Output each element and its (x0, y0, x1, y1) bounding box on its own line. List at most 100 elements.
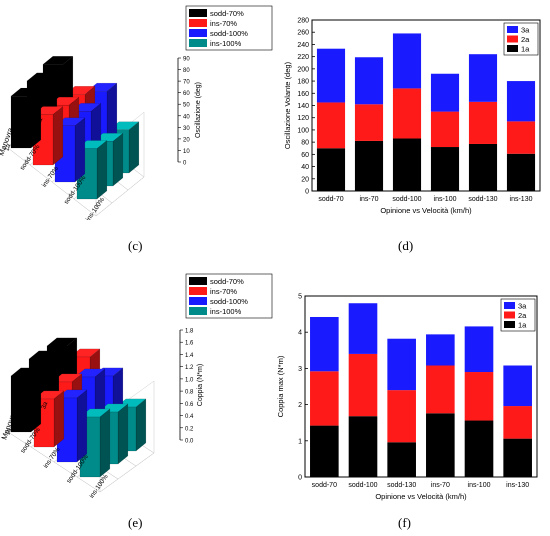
bar-2a (316, 102, 346, 149)
bar3d-sodd-70pct-1a (10, 95, 32, 149)
legend-label: ins-70% (210, 19, 237, 28)
bar-3a (464, 326, 494, 373)
y-tick-label: 120 (297, 115, 309, 122)
legend-swatch (189, 297, 207, 305)
bar-2a (348, 353, 378, 417)
chart-d-stacked-bars: 0 20 40 60 80 100 120 140 160 180 200 220 240 260 280 s… (283, 18, 541, 215)
bar-2a (392, 88, 422, 139)
z-tick-label: 0.0 (185, 439, 194, 445)
bar-2a (464, 372, 494, 421)
y-tick-label: 220 (297, 54, 309, 61)
z-tick-label: 0.8 (185, 390, 194, 396)
z-tick-label: 80 (183, 68, 190, 74)
caption-d: (d) (398, 238, 414, 253)
legend-label: sodd-70% (210, 9, 244, 18)
y-tick-label: 1a (3, 143, 12, 153)
y-tick-label: 3a (40, 401, 49, 411)
bar-2a (354, 104, 384, 141)
bar-1a (392, 138, 422, 191)
bar3d-sodd-100pct-1a-side (76, 389, 88, 463)
y-tick-label: 20 (301, 176, 309, 183)
bar-3a (426, 334, 455, 366)
z-tick-label: 0.2 (185, 426, 194, 432)
bar-3a (354, 57, 384, 105)
plot-frame (304, 295, 538, 478)
legend-label-3a: 3a (518, 302, 527, 311)
bar3d-ins-100pct-1a-side (96, 140, 108, 200)
bar-1a (426, 413, 455, 477)
bar-1a (354, 140, 384, 191)
z-tick-label: 60 (183, 91, 190, 97)
y-tick-label: 100 (297, 127, 309, 134)
bar3d-ins-100pct-1a-side (99, 408, 111, 478)
legend-swatch-2a (507, 35, 518, 43)
x-tick-label: ins-70 (431, 482, 450, 489)
bar-2a (468, 101, 498, 144)
legend-label: sodd-100% (210, 29, 248, 38)
bar3d-ins-100pct-3a-side (128, 121, 140, 174)
legend-swatch-1a (504, 321, 515, 328)
bar-2a (503, 406, 532, 439)
legend-swatch (189, 39, 207, 47)
caption-f: (f) (398, 515, 411, 530)
y-tick-label: 2a (22, 414, 31, 424)
legend-swatch (189, 9, 207, 17)
bar3d-ins-70pct-1a-side (52, 106, 64, 166)
y-tick-label: 1 (298, 438, 302, 445)
bar-3a (387, 338, 416, 391)
y-tick-label: 60 (301, 152, 309, 159)
floor-grid-line (7, 147, 97, 217)
chart-f-stacked-bars: 0 1 2 3 4 5 sodd-70 sodd-100 sodd-130 ins-70 ins-1… (276, 294, 538, 501)
x-tick-label: sodd-70 (312, 482, 337, 489)
bar-1a (316, 148, 346, 191)
x-axis-label: Opinione vs Velocità (km/h) (375, 492, 467, 501)
y-tick-label: 0 (305, 189, 309, 196)
bar-2a (506, 121, 536, 154)
y-tick-label: 280 (297, 18, 309, 25)
y-tick-label: 3a (35, 117, 44, 127)
chart-e-3d-bars: 0.0 0.2 0.4 0.6 0.8 1.0 1.2 1.4 1.6 1.8 Coppia (N*… (0, 273, 273, 500)
bar3d-sodd-100pct-1a-side (74, 117, 86, 183)
bar-3a (392, 33, 422, 89)
bar-3a (316, 48, 346, 103)
x-tick-label: sodd-100 (392, 196, 421, 203)
legend-swatch (189, 19, 207, 27)
y-tick-label: 0 (298, 475, 302, 482)
y-tick-label: 2a (19, 130, 28, 140)
bar-2a (310, 371, 339, 426)
bar-3a (430, 73, 460, 112)
bar3d-ins-100pct-3a-side (135, 398, 147, 452)
x-tick-label: ins-100% (85, 196, 106, 220)
legend-label-2a: 2a (521, 35, 530, 44)
z-tick-label: 0.4 (185, 414, 194, 420)
z-tick-label: 70 (183, 80, 190, 86)
y-tick-label: 180 (297, 79, 309, 86)
legend-swatch-2a (504, 311, 515, 319)
bar-1a (506, 153, 536, 191)
bar-2a (430, 111, 460, 148)
bar3d-ins-70pct-1a-side (53, 390, 65, 448)
z-tick-label: 10 (183, 149, 190, 155)
legend-label: ins-70% (210, 287, 237, 296)
z-tick-label: 90 (183, 57, 190, 63)
z-tick-label: 30 (183, 126, 190, 132)
legend-swatch (189, 287, 207, 295)
bar-1a (387, 442, 416, 477)
bar3d-ins-100pct-2a-side (117, 403, 129, 465)
y-axis-label: Coppia max (N*m) (276, 355, 285, 417)
legend-label: sodd-70% (210, 277, 244, 286)
legend-swatch (189, 307, 207, 315)
floor-grid-line (7, 431, 101, 493)
z-tick-label: 0.6 (185, 402, 194, 408)
bar3d-ins-100pct-2a-side (112, 132, 124, 187)
z-tick-label: 1.4 (185, 353, 194, 359)
bar-1a (348, 416, 378, 477)
chart-c-3d-bars: 0 10 20 30 40 50 60 70 80 90 Oscillazione (deg) 1a 2… (0, 5, 273, 220)
x-tick-label: ins-100 (434, 196, 457, 203)
legend-label-3a: 3a (521, 26, 530, 35)
y-axis-label: Oscillazione Volante (deg) (283, 61, 292, 149)
bar-3a (348, 303, 378, 354)
legend-swatch-3a (504, 302, 515, 309)
z-tick-label: 40 (183, 114, 190, 120)
y-tick-label: 80 (301, 140, 309, 147)
